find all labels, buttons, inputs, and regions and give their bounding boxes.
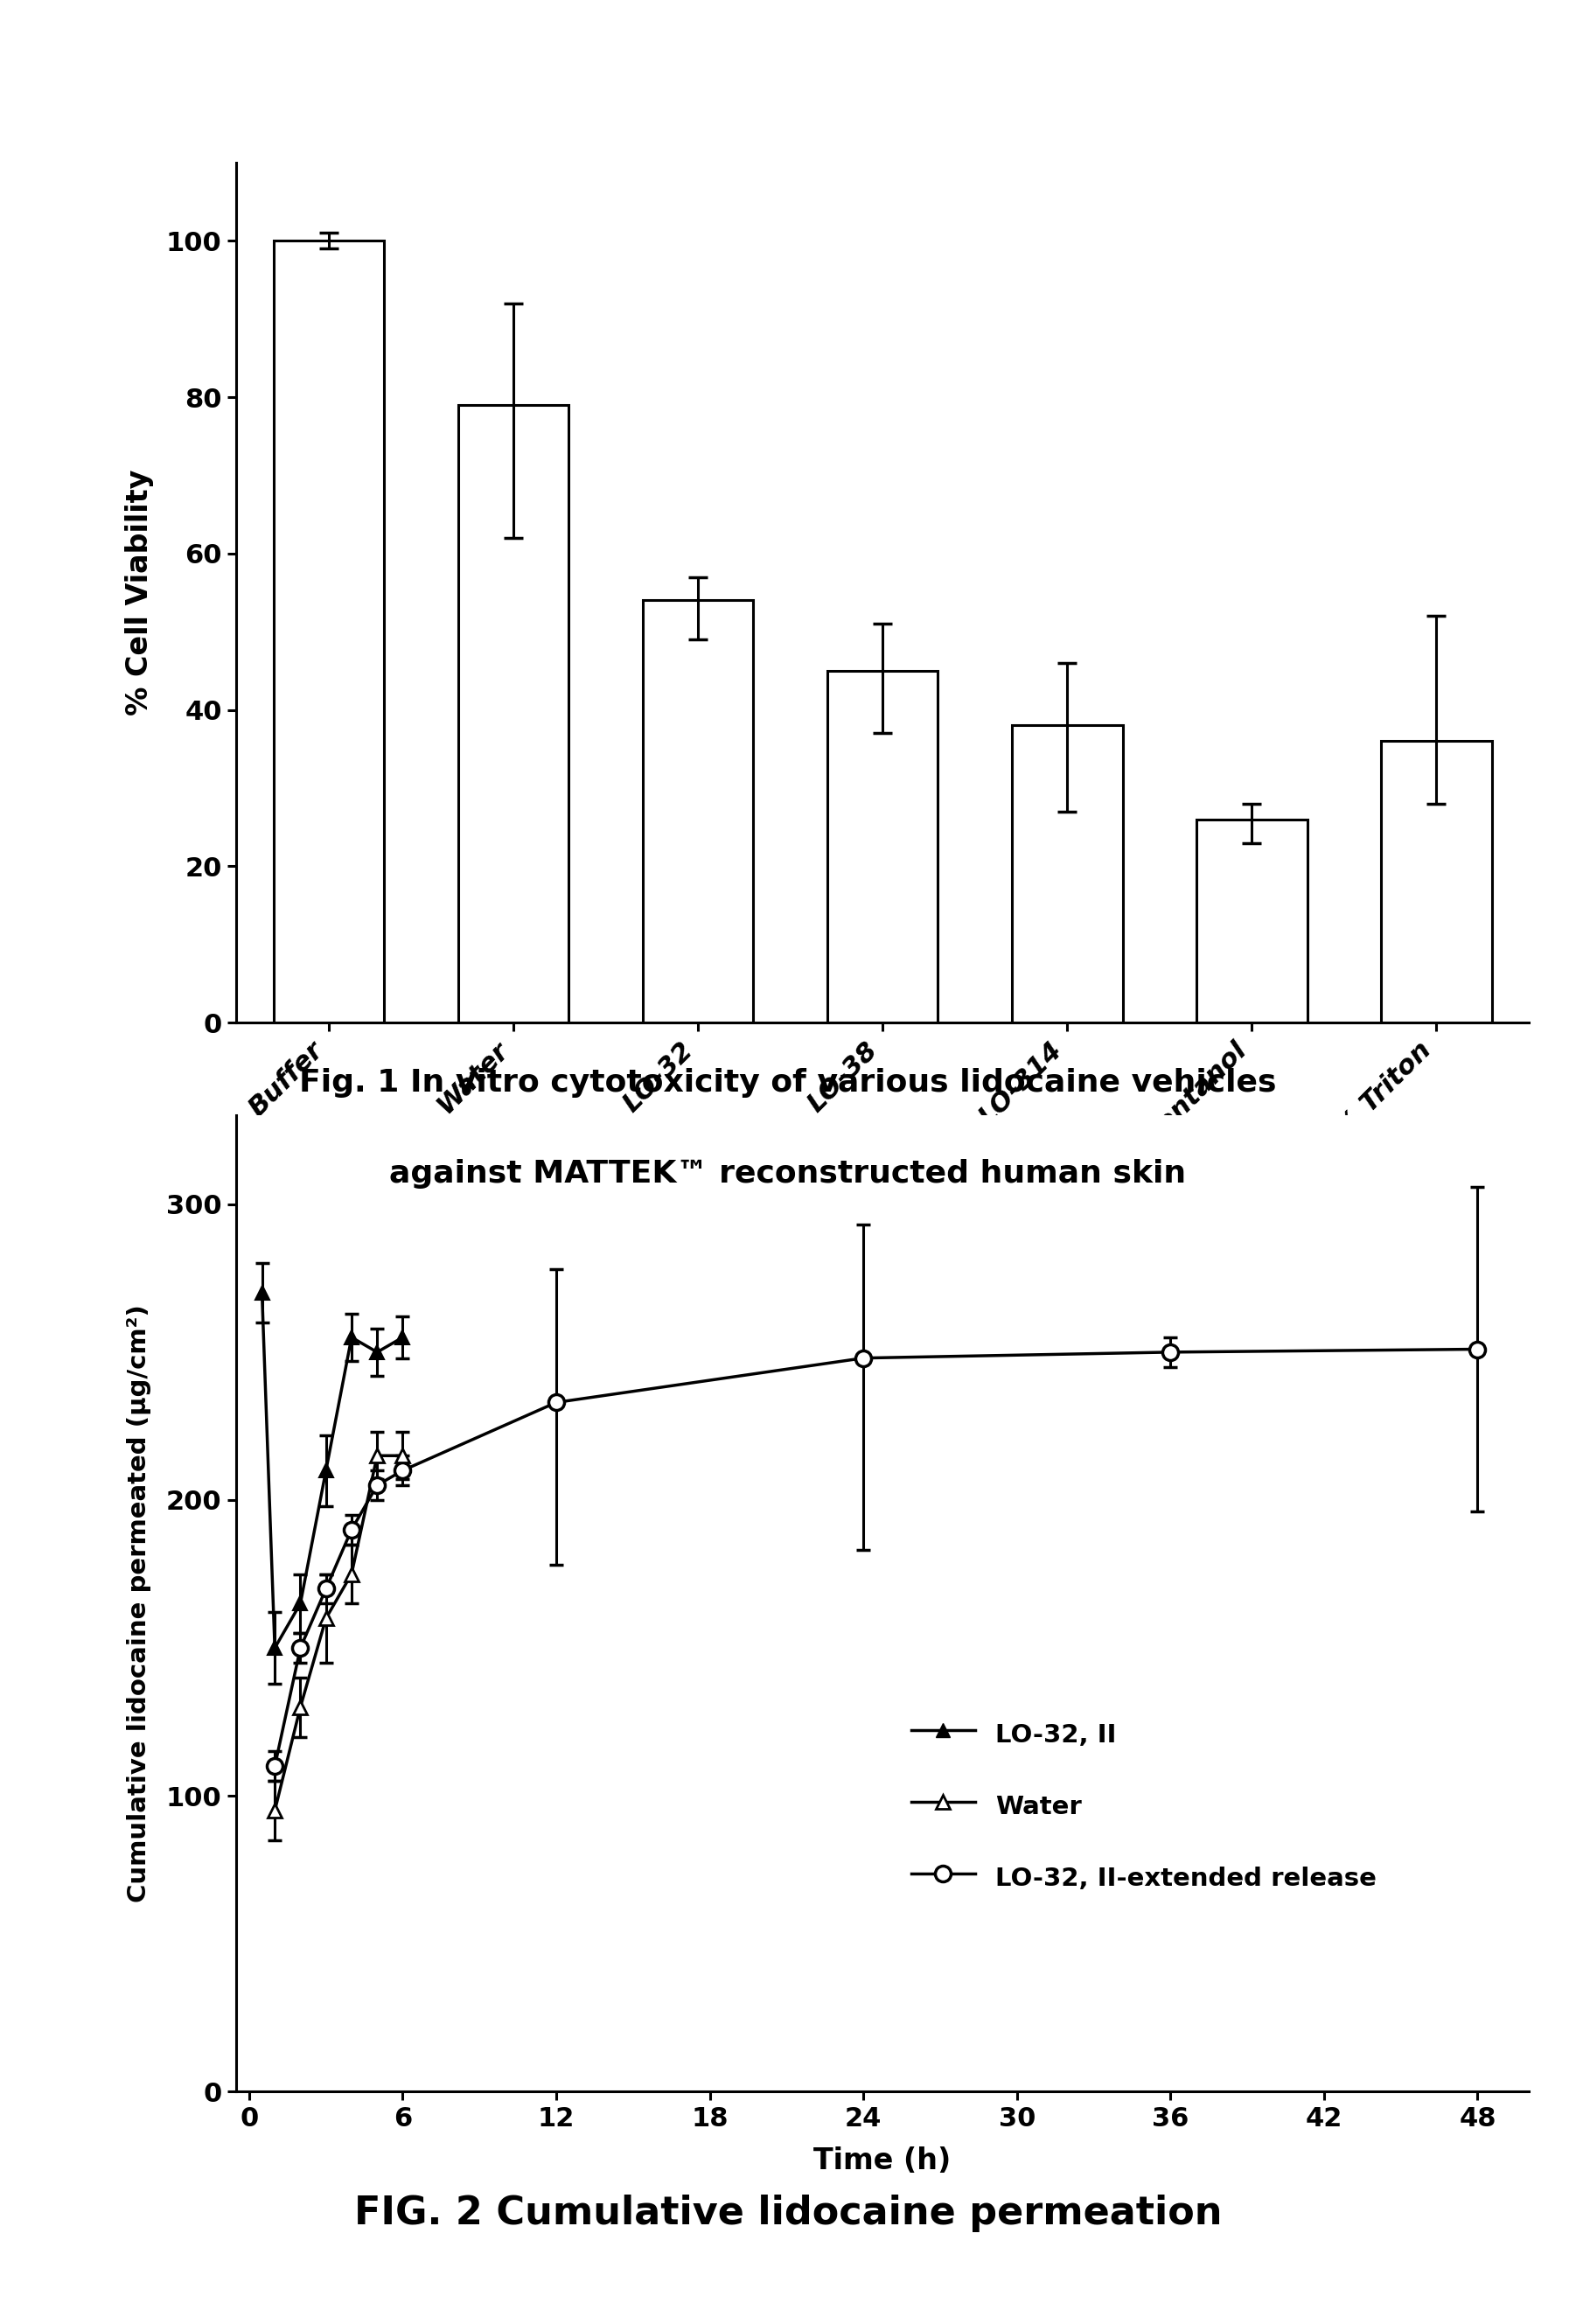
Y-axis label: Cumulative lidocaine permeated (μg/cm²): Cumulative lidocaine permeated (μg/cm²) xyxy=(128,1304,151,1903)
Bar xyxy=(1196,820,1307,1023)
Bar xyxy=(827,672,938,1023)
Legend: LO-32, II, Water, LO-32, II-extended release: LO-32, II, Water, LO-32, II-extended rel… xyxy=(901,1708,1387,1903)
Text: against MATTEK™ reconstructed human skin: against MATTEK™ reconstructed human skin xyxy=(389,1160,1187,1188)
Text: Fig. 1 ⁣In vitro⁣ cytotoxicity of various lidocaine vehicles: Fig. 1 ⁣In vitro⁣ cytotoxicity of variou… xyxy=(299,1069,1277,1097)
Text: FIG. 2 Cumulative lidocaine permeation: FIG. 2 Cumulative lidocaine permeation xyxy=(355,2194,1221,2233)
Y-axis label: % Cell Viability: % Cell Viability xyxy=(125,469,154,716)
Bar xyxy=(459,404,569,1023)
X-axis label: Time (h): Time (h) xyxy=(813,2145,952,2175)
Bar xyxy=(643,600,753,1023)
Bar xyxy=(273,242,385,1023)
Bar xyxy=(1381,741,1492,1023)
Bar xyxy=(1012,725,1122,1023)
